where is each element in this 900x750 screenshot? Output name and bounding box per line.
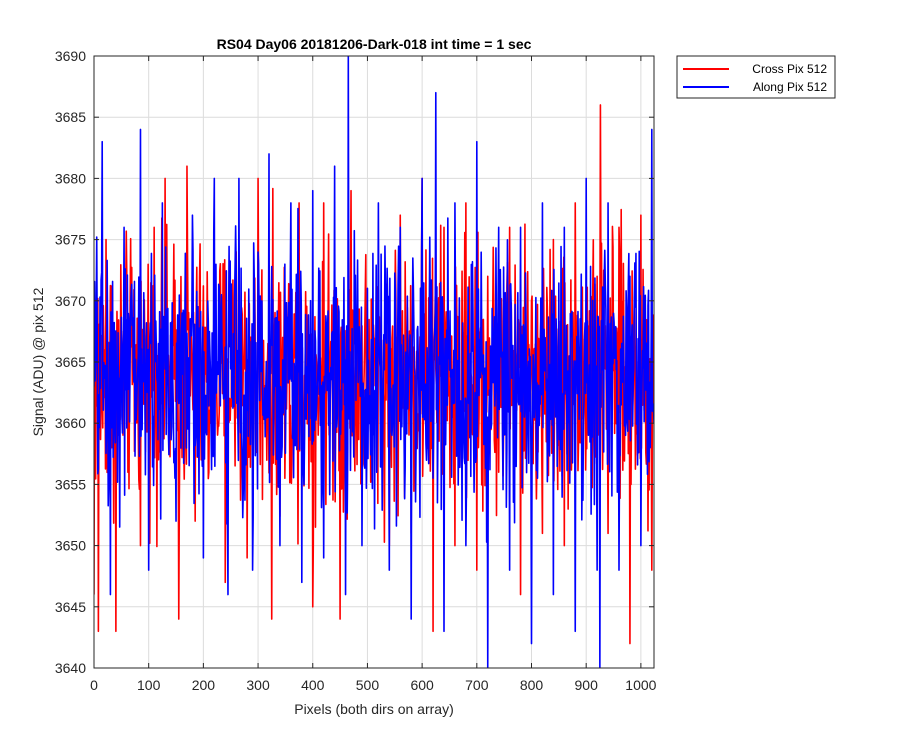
x-tick-label: 800 xyxy=(520,677,544,693)
series-layer xyxy=(94,56,654,668)
y-tick-label: 3655 xyxy=(55,476,86,492)
series-line-along xyxy=(94,56,654,668)
legend-label: Cross Pix 512 xyxy=(752,62,827,76)
x-tick-label: 1000 xyxy=(625,677,656,693)
legend: Cross Pix 512 Along Pix 512 xyxy=(676,55,836,99)
x-axis-label: Pixels (both dirs on array) xyxy=(294,701,454,717)
x-tick-label: 900 xyxy=(575,677,599,693)
x-tick-label: 500 xyxy=(356,677,380,693)
x-tick-label: 700 xyxy=(465,677,489,693)
x-tick-label: 200 xyxy=(192,677,216,693)
y-tick-label: 3685 xyxy=(55,109,86,125)
x-tick-label: 0 xyxy=(90,677,98,693)
y-tick-label: 3640 xyxy=(55,660,86,676)
y-axis-label: Signal (ADU) @ pix 512 xyxy=(30,287,46,436)
chart-title: RS04 Day06 20181206-Dark-018 int time = … xyxy=(217,36,532,52)
y-tick-label: 3665 xyxy=(55,354,86,370)
x-tick-label: 300 xyxy=(246,677,270,693)
y-tick-label: 3680 xyxy=(55,170,86,186)
y-tick-label: 3675 xyxy=(55,232,86,248)
x-tick-label: 400 xyxy=(301,677,325,693)
y-tick-label: 3645 xyxy=(55,599,86,615)
legend-label: Along Pix 512 xyxy=(753,80,827,94)
x-tick-label: 100 xyxy=(137,677,161,693)
axis-ticks: 0 100 200 300 400 500 600 700 800 900 1000 3640 3645… xyxy=(55,48,657,693)
y-tick-label: 3660 xyxy=(55,415,86,431)
legend-box xyxy=(676,55,836,99)
x-tick-label: 600 xyxy=(410,677,434,693)
y-tick-label: 3670 xyxy=(55,293,86,309)
y-tick-label: 3650 xyxy=(55,538,86,554)
y-tick-label: 3690 xyxy=(55,48,86,64)
